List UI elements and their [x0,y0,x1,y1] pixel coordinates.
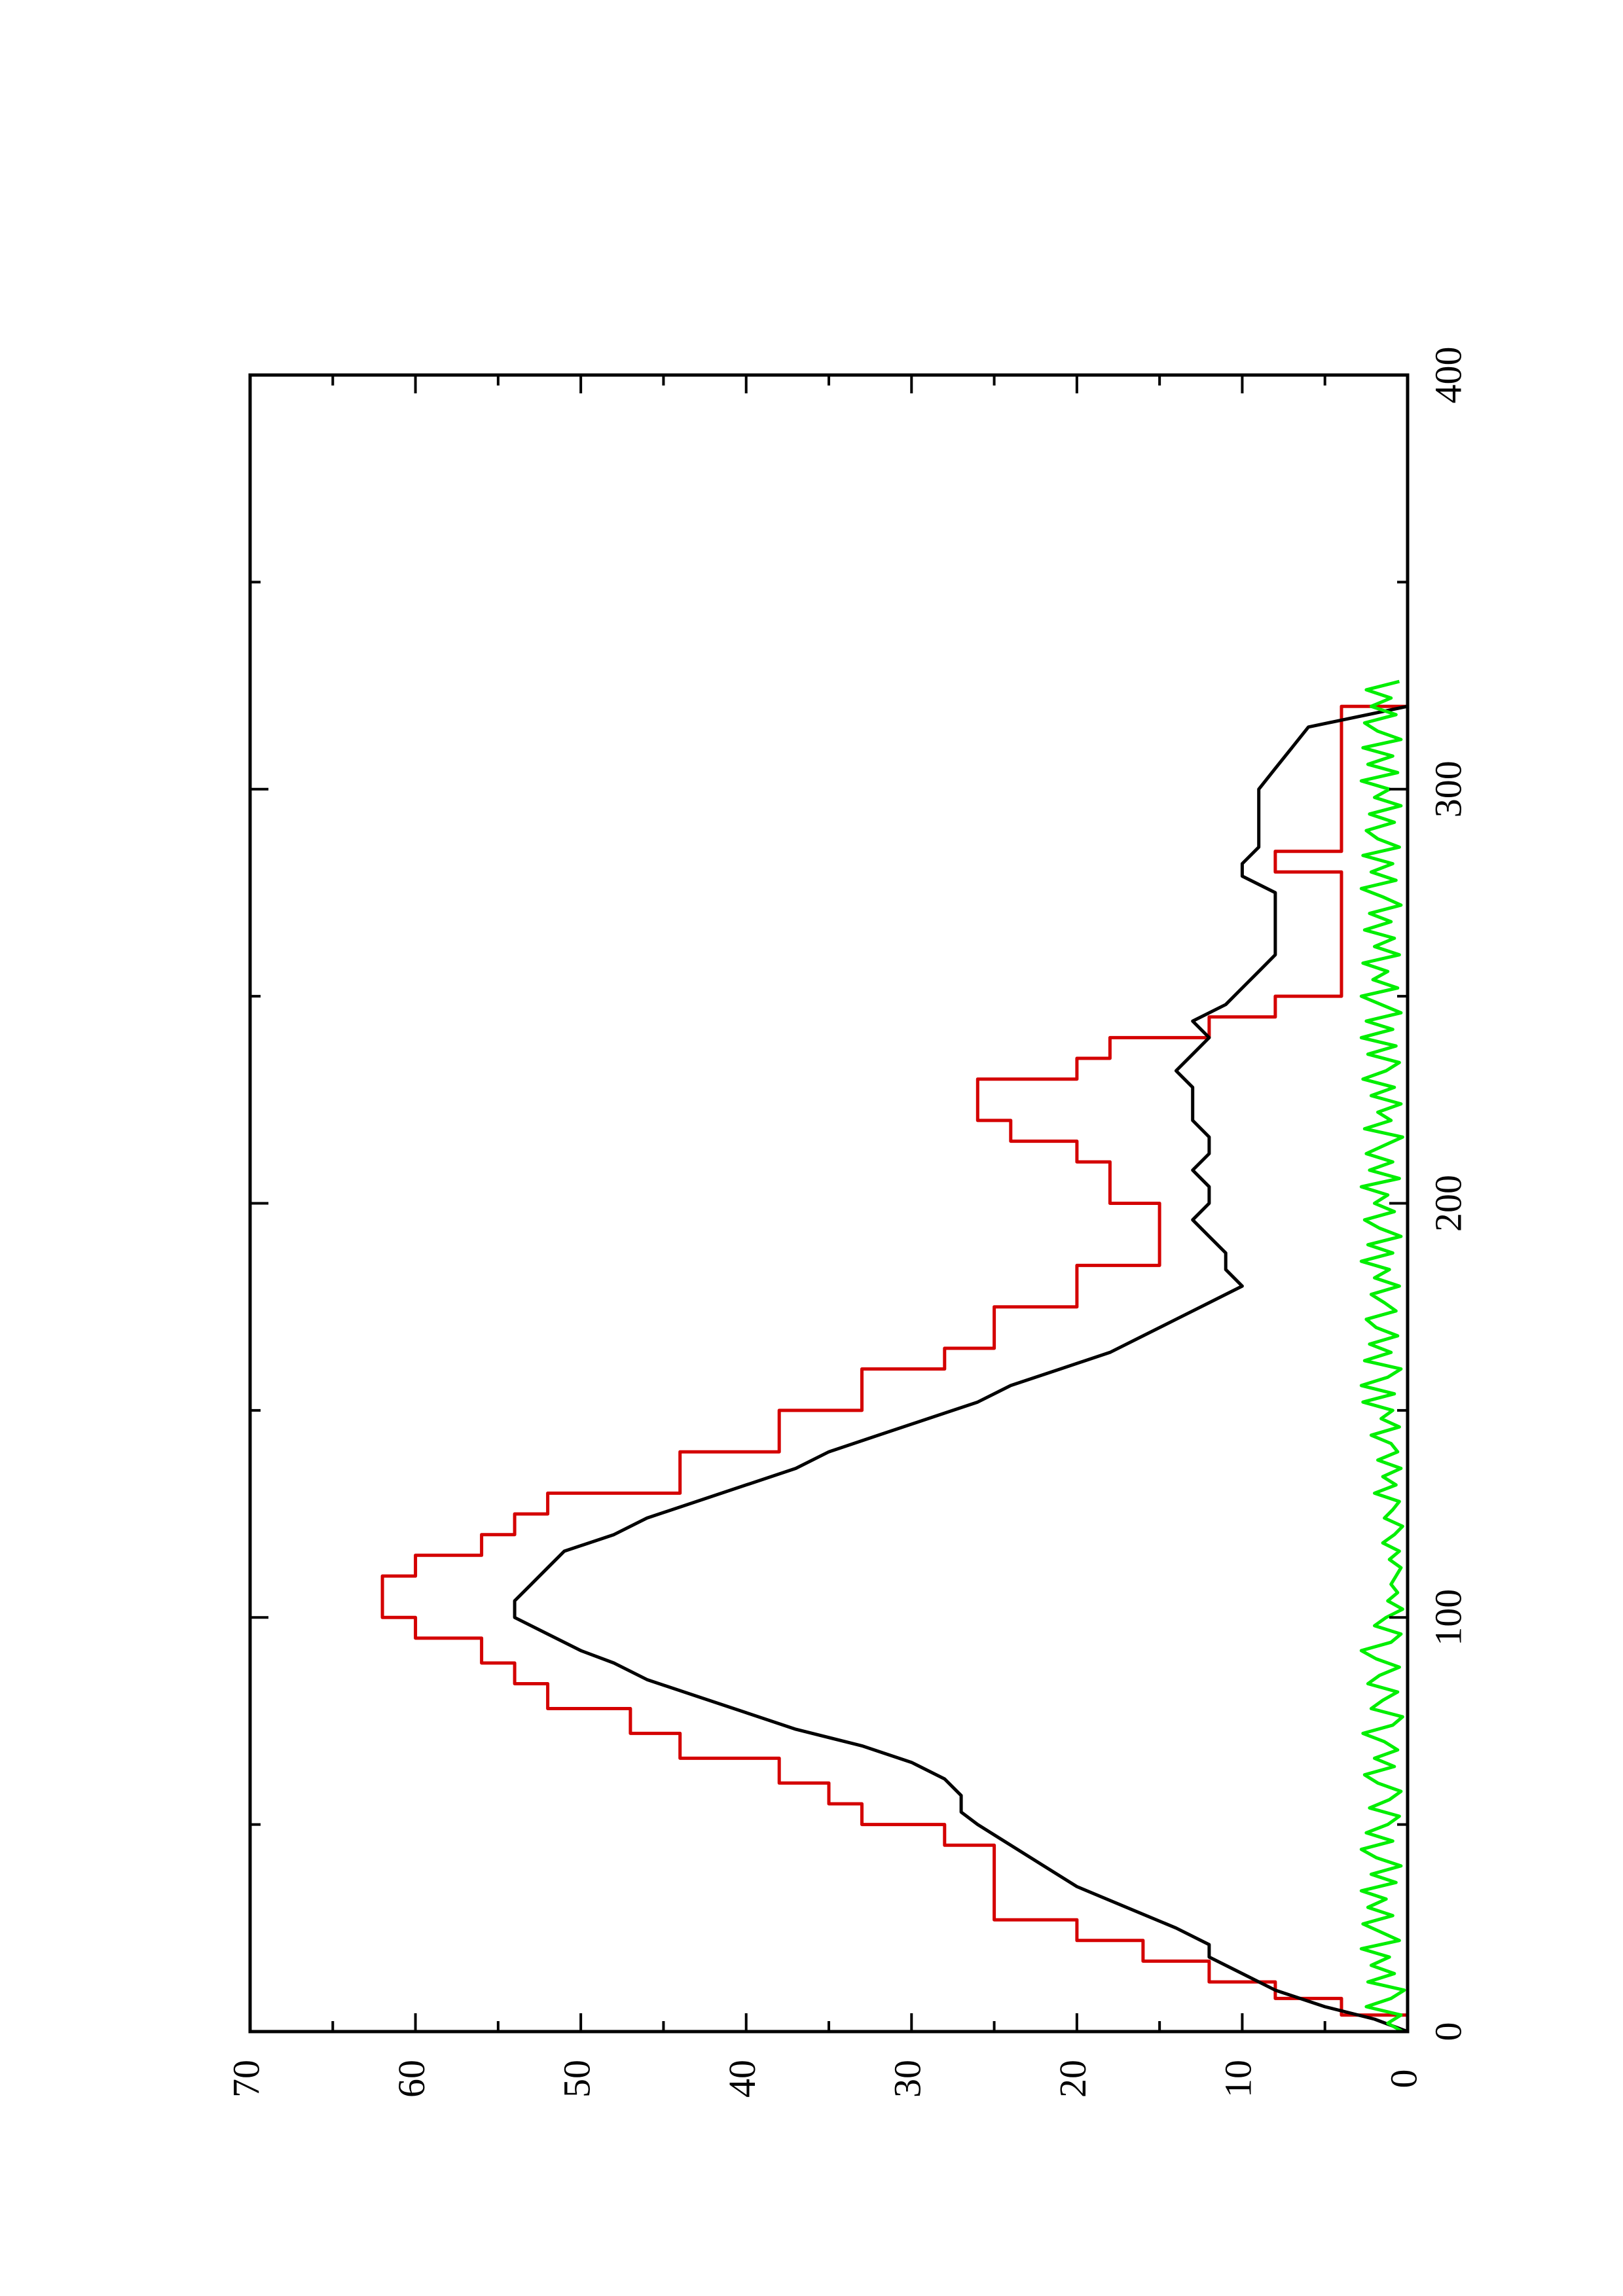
tick-labels: 0 100 200 300 400 0 10 20 30 40 50 60 70 [225,347,1469,2098]
y-tick-label-0: 0 [1382,2070,1425,2089]
x-tick-label-400: 400 [1427,347,1469,404]
y-tick-label-50: 50 [555,2060,598,2098]
x-tick-label-0: 0 [1427,2022,1469,2041]
y-tick-label-40: 40 [721,2060,763,2098]
x-tick-label-100: 100 [1427,1589,1469,1646]
x-tick-label-200: 200 [1427,1175,1469,1232]
axis-ticks [249,374,1409,2033]
y-tick-label-30: 30 [886,2060,929,2098]
y-tick-label-20: 20 [1051,2060,1094,2098]
series-line-2 [513,704,1408,2034]
chart-marks [380,679,1410,2034]
series-line-3 [1359,679,1406,2034]
y-tick-label-60: 60 [390,2060,433,2098]
y-tick-label-70: 70 [225,2060,267,2098]
x-tick-label-300: 300 [1427,761,1469,817]
y-tick-label-10: 10 [1217,2060,1260,2098]
series-line-1 [380,704,1410,2032]
